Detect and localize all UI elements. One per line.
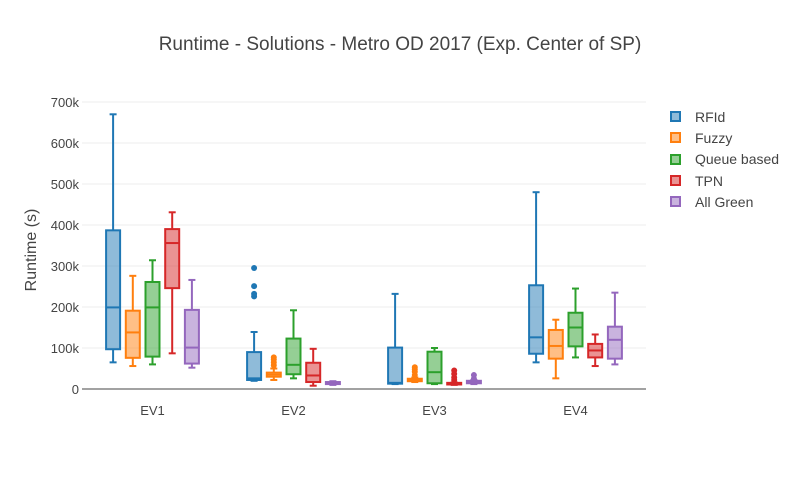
box-body	[124, 309, 141, 359]
y-tick-labels: 0 100k 200k 300k 400k 500k 600k 700k	[51, 95, 80, 397]
y-axis-label: Runtime (s)	[23, 209, 40, 292]
legend-item[interactable]: TPN	[670, 170, 779, 191]
y-tick-label: 100k	[51, 341, 80, 356]
y-tick-label: 0	[72, 382, 79, 397]
box-series	[105, 113, 623, 387]
outlier-point	[411, 364, 418, 371]
outlier-point	[251, 290, 258, 297]
box-body	[144, 280, 161, 358]
box-body	[183, 308, 200, 365]
grid-lines	[82, 101, 646, 349]
y-tick-label: 500k	[51, 177, 80, 192]
legend-item[interactable]: All Green	[670, 191, 779, 212]
box-mark	[465, 372, 482, 386]
x-tick-label: EV1	[140, 403, 165, 418]
legend: RFId Fuzzy Queue based TPN All Green	[670, 106, 779, 212]
legend-item[interactable]: Fuzzy	[670, 127, 779, 148]
box-mark	[324, 380, 341, 386]
box-mark	[446, 367, 463, 386]
legend-item[interactable]: RFId	[670, 106, 779, 127]
y-tick-label: 300k	[51, 259, 80, 274]
box-mark	[124, 274, 141, 368]
box-mark	[547, 318, 564, 380]
box-body	[426, 350, 443, 385]
box-body	[305, 361, 322, 384]
box-mark	[164, 211, 181, 355]
x-tick-label: EV2	[281, 403, 306, 418]
box-mark	[246, 265, 263, 382]
y-tick-label: 400k	[51, 218, 80, 233]
legend-label: TPN	[695, 172, 723, 189]
box-mark	[587, 333, 604, 368]
legend-item[interactable]: Queue based	[670, 149, 779, 170]
chart-title: Runtime - Solutions - Metro OD 2017 (Exp…	[159, 34, 642, 55]
legend-swatch	[670, 175, 681, 187]
box-mark	[265, 354, 282, 381]
legend-swatch	[670, 111, 681, 123]
box-body	[105, 229, 122, 351]
x-tick-label: EV4	[563, 403, 588, 418]
box-mark	[387, 292, 404, 386]
box-mark	[567, 287, 584, 359]
box-mark	[183, 278, 200, 369]
box-body	[528, 284, 545, 355]
legend-swatch	[670, 132, 681, 144]
x-tick-label: EV3	[422, 403, 447, 418]
box-mark	[105, 113, 122, 364]
box-body	[246, 351, 263, 381]
box-mark	[406, 364, 423, 384]
box-body	[285, 337, 302, 376]
box-body	[606, 325, 623, 360]
x-tick-labels: EV1 EV2 EV3 EV4	[140, 403, 588, 418]
y-tick-label: 700k	[51, 95, 80, 110]
legend-label: All Green	[695, 193, 754, 210]
box-mark	[305, 347, 322, 387]
legend-swatch	[670, 153, 681, 165]
legend-label: Queue based	[695, 151, 780, 168]
legend-label: Fuzzy	[695, 129, 733, 146]
outlier-point	[451, 367, 458, 374]
box-body	[164, 228, 181, 290]
outlier-point	[470, 372, 477, 379]
outlier-point	[251, 283, 258, 290]
box-mark	[285, 309, 302, 380]
y-tick-label: 600k	[51, 136, 80, 151]
outlier-point	[251, 265, 258, 272]
outlier-point	[270, 354, 277, 361]
box-mark	[426, 347, 443, 386]
box-mark	[606, 291, 623, 366]
y-tick-label: 200k	[51, 300, 80, 315]
legend-swatch	[670, 196, 681, 208]
box-body	[567, 311, 584, 348]
box-mark	[144, 259, 161, 366]
box-mark	[528, 191, 545, 364]
box-body	[547, 328, 564, 360]
legend-label: RFId	[695, 108, 726, 125]
box-body	[387, 346, 404, 385]
